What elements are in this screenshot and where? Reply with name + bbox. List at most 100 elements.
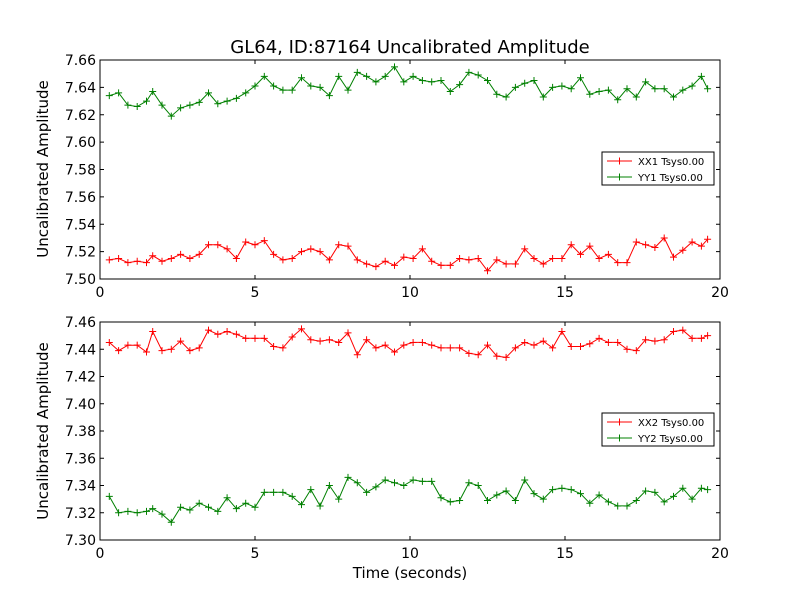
- top-series-xx1-point: [270, 250, 278, 258]
- bottom-series-xx2-point: [704, 332, 712, 340]
- bottom-series-yy2-point: [158, 510, 166, 518]
- bottom-series-yy2-point: [325, 482, 333, 489]
- top-series-xx1-point: [232, 254, 240, 262]
- top-series-xx1-point: [474, 254, 482, 262]
- bottom-series-yy2-point: [335, 495, 343, 503]
- top-series-xx1-point: [223, 245, 231, 253]
- top-series-yy1-point: [186, 101, 194, 109]
- top-series-xx1-point: [651, 244, 659, 252]
- top-series-yy1-point: [651, 85, 659, 93]
- bottom-x-tick-label: 10: [401, 546, 419, 562]
- top-series-xx1-point: [400, 253, 408, 261]
- bottom-series-yy2-point: [679, 484, 687, 492]
- top-legend-label: YY1 Tsys0.00: [637, 173, 703, 184]
- bottom-series-yy2-point: [511, 496, 519, 504]
- top-y-tick-label: 7.64: [65, 80, 96, 96]
- bottom-series-yy2-point: [521, 476, 529, 484]
- top-series-xx1-point: [325, 256, 333, 264]
- top-series-yy1-point: [586, 90, 594, 98]
- top-series-xx1-point: [679, 246, 687, 254]
- bottom-series-yy2-point: [391, 479, 398, 487]
- bottom-series-yy2-point: [446, 498, 454, 506]
- top-series-yy1-point: [214, 100, 222, 108]
- bottom-series-yy2-point: [502, 487, 510, 495]
- top-series-xx1-point: [418, 245, 426, 253]
- bottom-series-yy2-point: [623, 502, 631, 510]
- bottom-y-tick-label: 7.46: [65, 315, 96, 331]
- top-series-yy1-point: [660, 85, 668, 93]
- bottom-series-xx2-point: [223, 328, 231, 336]
- top-series-xx1-point: [437, 261, 445, 269]
- top-series-xx1-point: [177, 250, 185, 258]
- bottom-series-xx2-point: [307, 336, 315, 344]
- top-series-xx1-point: [511, 260, 519, 268]
- bottom-series-xx2-point: [186, 347, 194, 355]
- bottom-series-xx2-point: [149, 328, 157, 336]
- bottom-series-yy2-point: [595, 491, 603, 499]
- top-y-tick-label: 7.52: [65, 245, 96, 261]
- bottom-series-yy2-point: [418, 477, 426, 485]
- top-series-xx1-point: [539, 260, 547, 268]
- top-series-yy1-point: [623, 85, 631, 93]
- top-x-tick-label: 15: [556, 285, 574, 301]
- top-series-xx1-point: [558, 254, 566, 262]
- bottom-series-xx2-point: [195, 344, 203, 352]
- top-y-tick-label: 7.54: [65, 217, 96, 233]
- top-series-xx1-point: [604, 250, 612, 258]
- bottom-legend-label: XX2 Tsys0.00: [638, 418, 704, 429]
- top-series-yy1-point: [307, 82, 315, 90]
- bottom-series-xx2-point: [115, 347, 123, 355]
- bottom-legend-marker: [616, 434, 623, 442]
- bottom-series-yy2-point: [232, 505, 240, 513]
- top-series-yy1-point: [205, 89, 212, 97]
- bottom-y-tick-label: 7.38: [65, 424, 96, 440]
- top-series-xx1-point: [298, 248, 305, 256]
- bottom-legend-box: [601, 412, 715, 447]
- bottom-x-tick-label: 15: [556, 546, 574, 562]
- top-series-yy1-point: [530, 77, 538, 85]
- bottom-series-xx2-point: [670, 328, 677, 336]
- bottom-series-xx2-point: [502, 353, 510, 361]
- bottom-series-xx2-point: [124, 341, 132, 349]
- top-series-xx1-point: [502, 260, 510, 268]
- top-series-xx1-point: [446, 261, 454, 269]
- bottom-series-xx2-point: [632, 347, 640, 355]
- top-series-xx1-point: [614, 259, 622, 267]
- top-series-xx1-point: [307, 245, 315, 253]
- top-series-yy1-point: [502, 93, 510, 101]
- top-series-yy1-point: [577, 74, 584, 82]
- bottom-series-xx2-point: [372, 344, 380, 352]
- bottom-series-yy2-point: [549, 486, 557, 494]
- bottom-series-xx2-point: [651, 337, 659, 345]
- top-y-tick-label: 7.50: [65, 272, 96, 288]
- bottom-series-xx2-point: [530, 341, 538, 349]
- top-y-tick-label: 7.62: [65, 108, 96, 124]
- top-series-yy1-point: [363, 72, 371, 80]
- bottom-series-xx2-point: [158, 347, 166, 355]
- bottom-y-tick-label: 7.30: [65, 533, 96, 549]
- top-series-xx1-point: [567, 241, 575, 249]
- bottom-series-xx2-point: [381, 341, 389, 349]
- bottom-series-yy2-point: [124, 507, 132, 515]
- bottom-series-yy2-point: [456, 496, 464, 504]
- bottom-series-xx2-point: [521, 338, 529, 346]
- top-series-yy1-point: [595, 87, 603, 95]
- bottom-series-yy2-point: [105, 492, 113, 500]
- bottom-y-tick-label: 7.40: [65, 397, 96, 413]
- bottom-series-xx2-point: [456, 344, 464, 352]
- top-series-xx1-point: [586, 242, 594, 250]
- top-series-yy1-point: [381, 72, 389, 80]
- bottom-series-yy2-point: [279, 488, 287, 496]
- bottom-series-yy2-point: [363, 488, 371, 496]
- bottom-series-xx2-point: [316, 337, 324, 345]
- top-series-xx1-point: [133, 257, 141, 265]
- top-series-xx1-point: [623, 259, 631, 267]
- bottom-series-xx2-point: [428, 341, 436, 349]
- top-series-xx1-point: [124, 259, 132, 267]
- bottom-series-xx2-point: [400, 341, 408, 349]
- top-series-yy1-point: [558, 82, 566, 90]
- top-series-yy1-point: [177, 104, 185, 112]
- top-legend-marker: [616, 157, 623, 165]
- bottom-series-xx2-point: [474, 351, 482, 359]
- top-series-xx1-point: [521, 245, 529, 253]
